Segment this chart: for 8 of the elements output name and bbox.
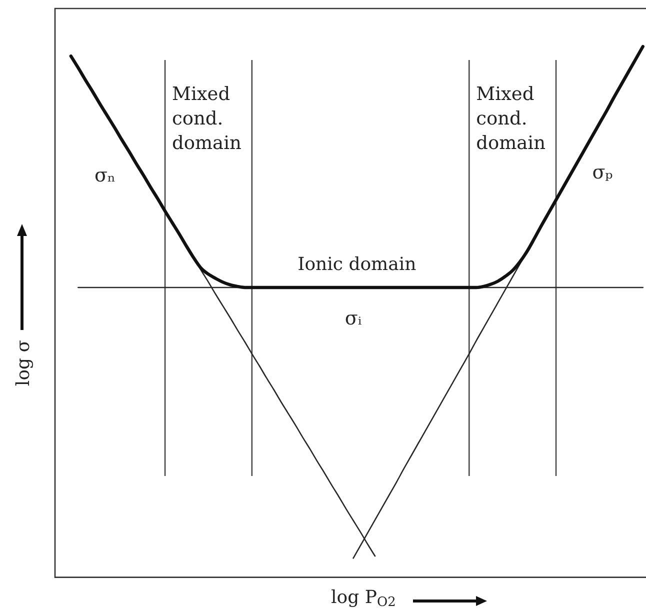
series-label: σᵢ: [344, 307, 362, 330]
annotation: Mixed cond. domain: [172, 84, 242, 154]
annotation: Ionic domain: [298, 254, 417, 275]
x-axis-title: log P$_{O2}$: [331, 587, 396, 610]
series-label: σₚ: [592, 161, 614, 184]
series-label: σₙ: [94, 164, 116, 186]
annotation: Mixed cond. domain: [476, 84, 546, 154]
y-axis-title: log σ: [12, 340, 34, 386]
